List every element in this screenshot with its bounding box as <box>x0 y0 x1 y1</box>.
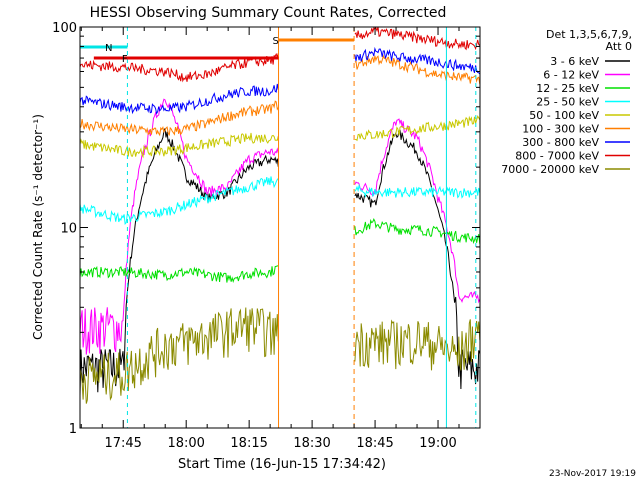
legend-label: 7000 - 20000 keV <box>501 163 599 176</box>
y-axis-label: Corrected Count Rate (s⁻¹ detector⁻¹) <box>31 114 45 340</box>
legend-label: 12 - 25 keV <box>536 82 599 95</box>
flag-label: S <box>273 36 279 47</box>
flag-label: N <box>105 43 112 54</box>
legend-label: 800 - 7000 keV <box>515 150 599 163</box>
series-line-4 <box>80 115 480 159</box>
legend-label: 300 - 800 keV <box>522 136 599 149</box>
series-line-0 <box>80 128 480 396</box>
legend-label: 3 - 6 keV <box>550 55 599 68</box>
legend-label: 50 - 100 keV <box>529 109 599 122</box>
x-tick-label: 17:45 <box>104 436 141 451</box>
series-line-6 <box>80 46 480 115</box>
series-line-2 <box>80 217 480 283</box>
series-line-3 <box>80 176 480 225</box>
flag-label: F <box>122 54 128 65</box>
chart-title: HESSI Observing Summary Count Rates, Cor… <box>90 5 447 21</box>
x-tick-label: 18:30 <box>293 436 330 451</box>
legend-header: Det 1,3,5,6,7,9, <box>546 28 632 41</box>
y-axis: 1 10 100 <box>52 21 480 437</box>
x-tick-label: 18:15 <box>230 436 267 451</box>
series-line-7 <box>80 27 480 83</box>
legend-label: 100 - 300 keV <box>522 123 599 136</box>
series-line-5 <box>80 54 480 137</box>
y-tick-label: 10 <box>60 222 77 237</box>
series-line-8 <box>80 307 480 404</box>
legend-label: 6 - 12 keV <box>543 69 599 82</box>
x-axis: 17:45 18:00 18:15 18:30 18:45 19:00 <box>80 27 481 451</box>
legend-header: Att 0 <box>606 40 632 53</box>
x-tick-label: 19:00 <box>419 436 456 451</box>
x-tick-label: 18:45 <box>356 436 393 451</box>
y-tick-label: 100 <box>52 21 77 36</box>
footer-timestamp: 23-Nov-2017 19:19 <box>549 469 636 479</box>
x-axis-label: Start Time (16-Jun-15 17:34:42) <box>178 457 386 472</box>
plot-area: NF S <box>79 26 481 429</box>
legend-label: 25 - 50 keV <box>536 96 599 109</box>
x-tick-label: 18:00 <box>167 436 204 451</box>
y-tick-label: 1 <box>69 422 77 437</box>
